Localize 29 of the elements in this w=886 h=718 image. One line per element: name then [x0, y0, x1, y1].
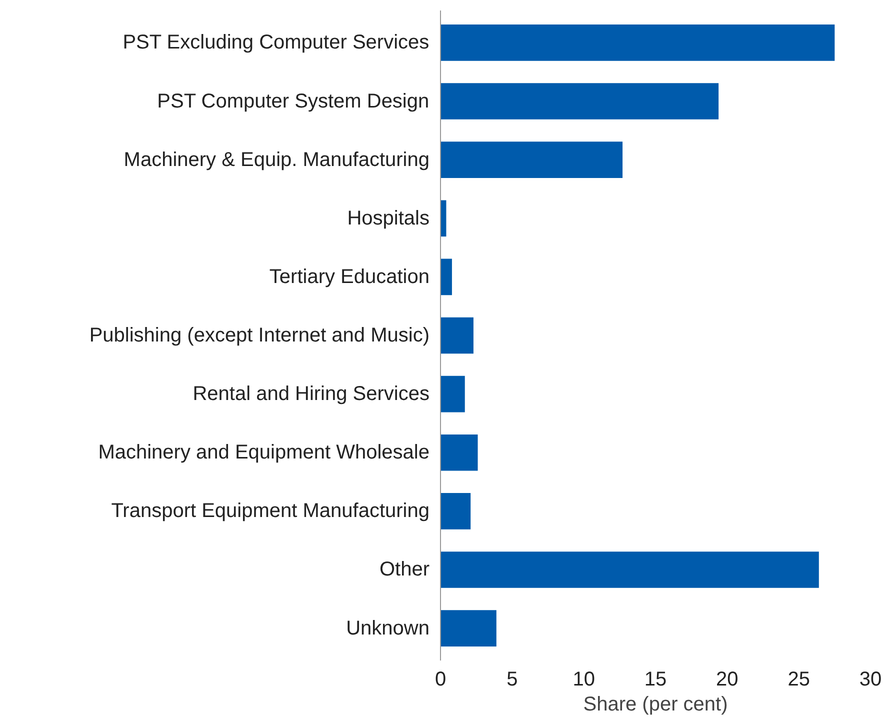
bar: [440, 83, 719, 120]
x-tick-label: 0: [434, 668, 446, 690]
bar: [440, 493, 471, 530]
bar: [440, 552, 819, 588]
y-tick-label: PST Computer System Design: [157, 90, 430, 112]
x-tick-label: 25: [788, 668, 810, 690]
x-tick-label: 5: [506, 668, 518, 690]
bar: [440, 376, 465, 412]
bar: [440, 434, 478, 471]
y-tick-label: Rental and Hiring Services: [192, 383, 430, 406]
y-tick-label: Publishing (except Internet and Music): [89, 324, 430, 346]
x-tick-label: 10: [572, 668, 595, 690]
bar: [440, 24, 835, 61]
x-axis-title: Share (per cent): [583, 694, 728, 716]
x-tick-label: 30: [859, 668, 882, 690]
y-tick-label: Tertiary Education: [269, 266, 430, 288]
bar: [440, 258, 452, 296]
y-tick-label: Transport Equipment Manufacturing: [111, 500, 430, 522]
bar: [440, 610, 496, 646]
y-tick-label: Hospitals: [347, 207, 430, 230]
y-tick-label: Machinery and Equipment Wholesale: [98, 442, 430, 464]
x-tick-label: 20: [716, 668, 738, 690]
y-tick-label: Machinery & Equip. Manufacturing: [124, 148, 430, 171]
y-tick-label: PST Excluding Computer Services: [122, 32, 430, 54]
y-tick-label: Other: [379, 558, 430, 581]
bar: [440, 317, 474, 354]
x-tick-label: 15: [644, 668, 667, 690]
y-tick-label: Unknown: [346, 617, 430, 640]
bar: [440, 142, 623, 178]
